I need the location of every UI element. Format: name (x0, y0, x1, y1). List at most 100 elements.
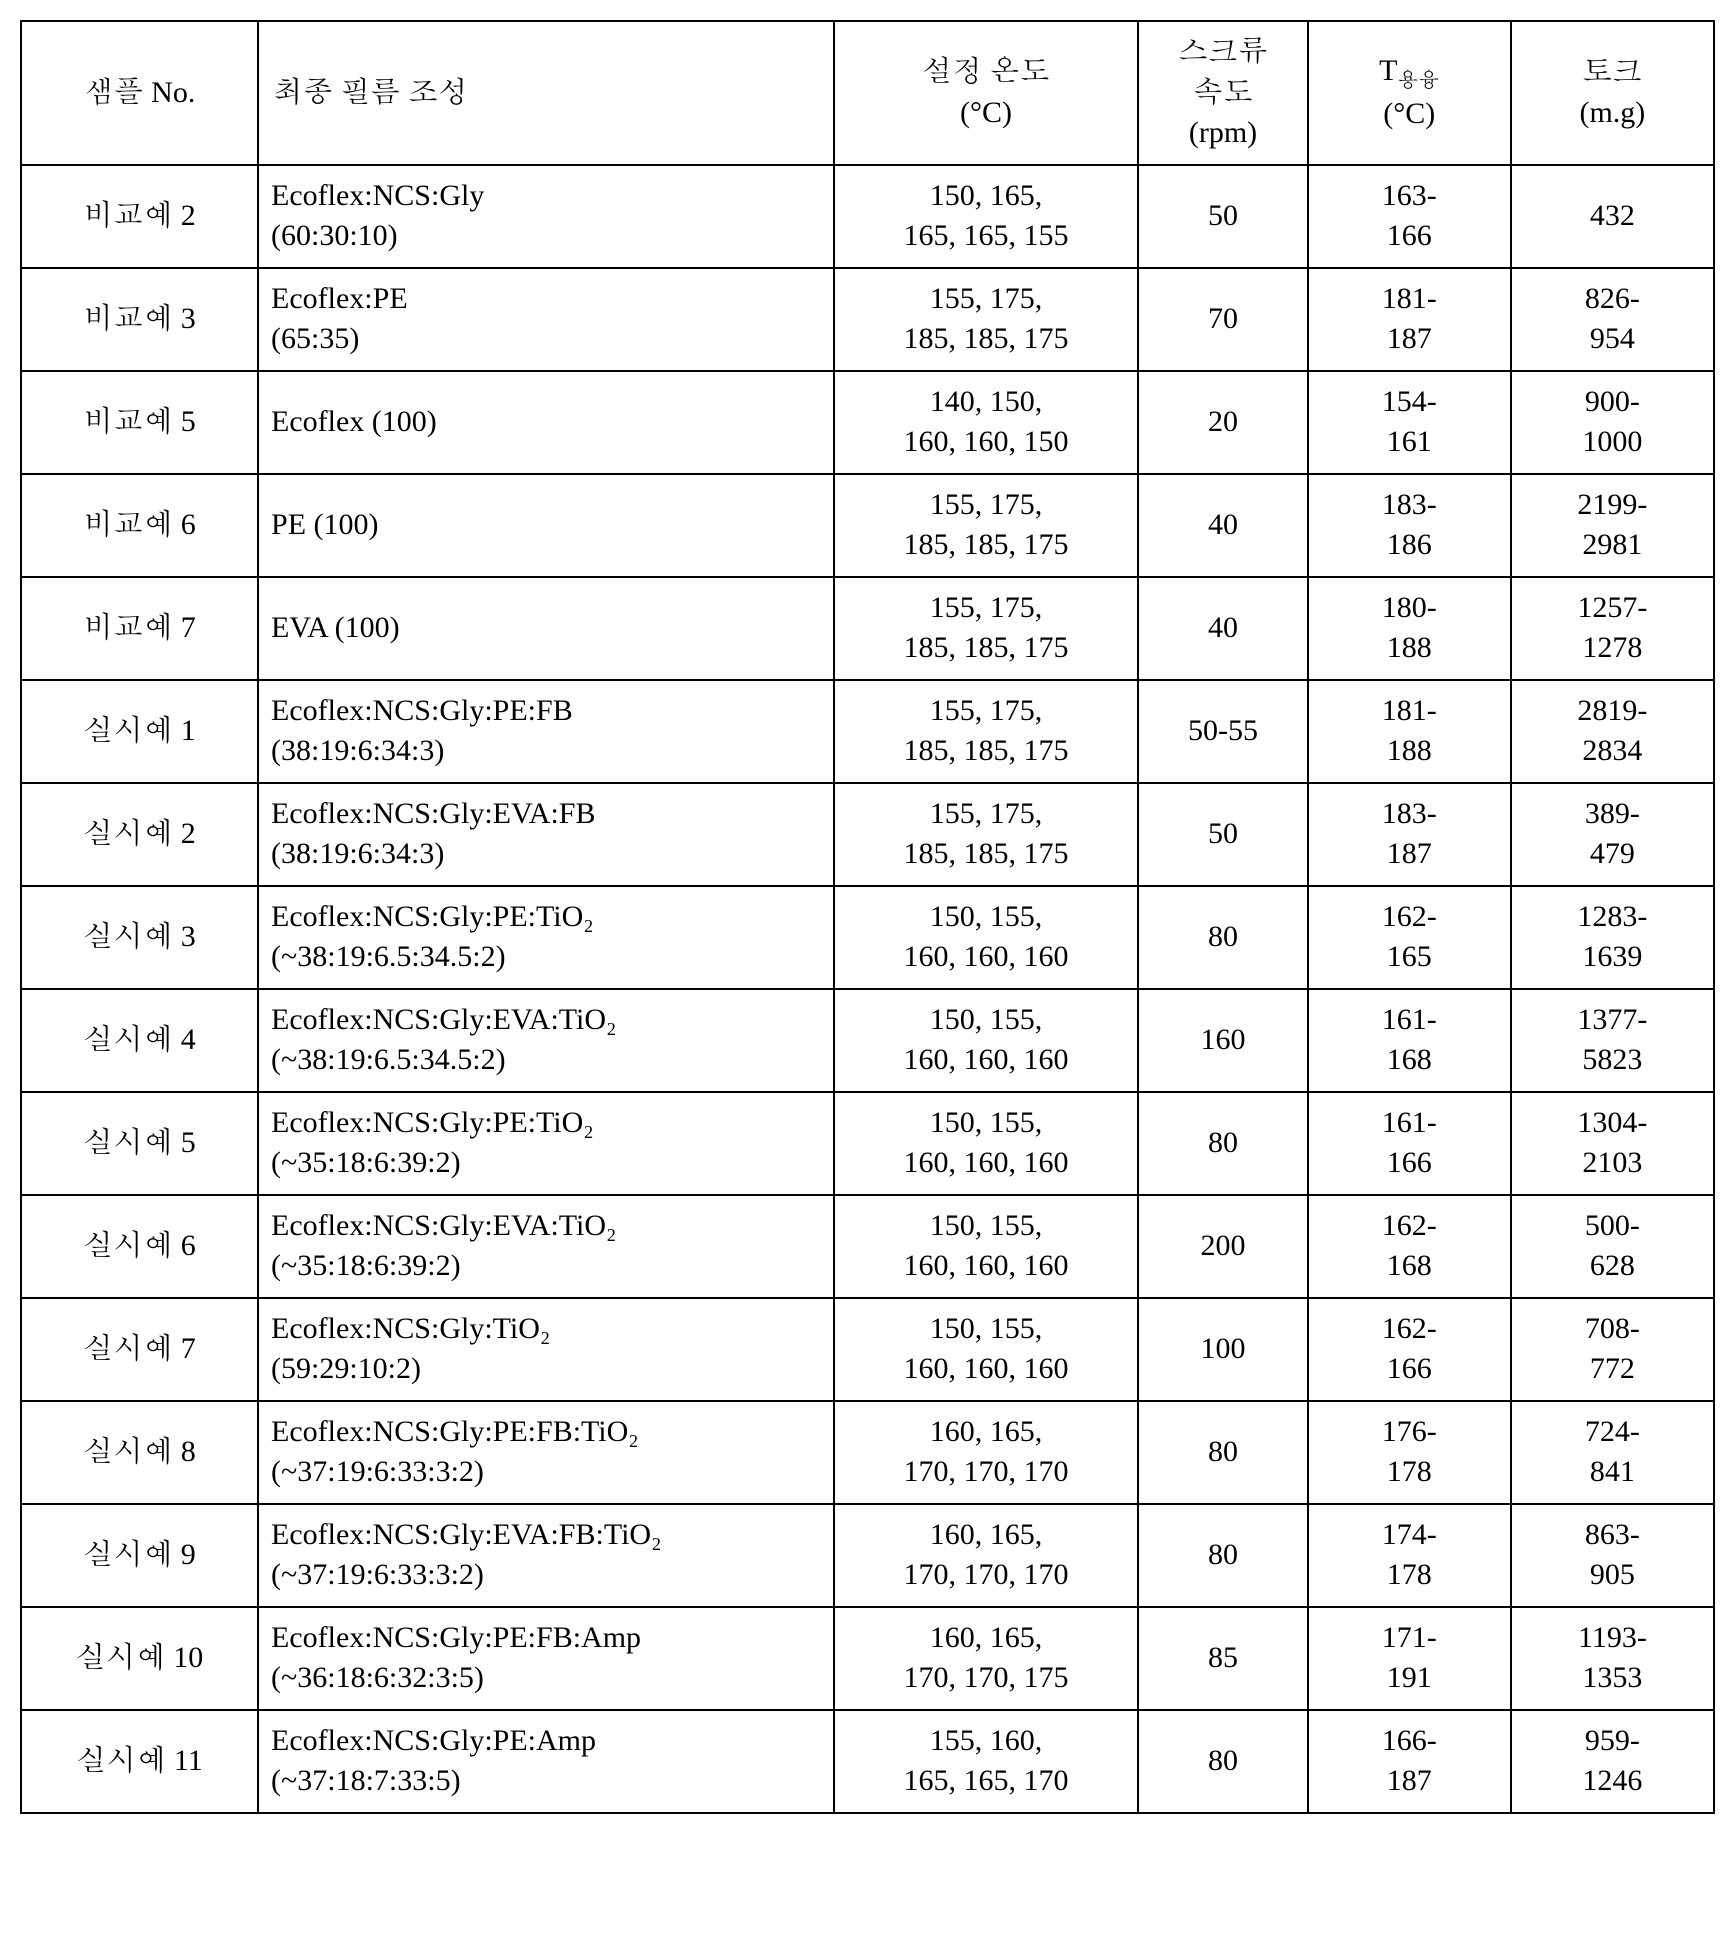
temp-line2: 160, 160, 160 (849, 1040, 1124, 1081)
comp-line1: Ecoflex (100) (271, 402, 819, 443)
header-tmelt: T용융 (°C) (1308, 21, 1511, 165)
comp-line2: (65:35) (271, 319, 819, 360)
cell-set-temp: 150, 155,160, 160, 160 (834, 1298, 1139, 1401)
cell-tmelt: 162- 165 (1308, 886, 1511, 989)
comp-line1: Ecoflex:NCS:Gly:EVA:TiO₂ (271, 1206, 819, 1247)
temp-line2: 170, 170, 175 (849, 1658, 1124, 1699)
temp-line1: 150, 165, (849, 176, 1124, 217)
header-set-temp: 설정 온도 (°C) (834, 21, 1139, 165)
cell-screw-speed: 80 (1138, 1401, 1307, 1504)
cell-sample: 비교예 5 (21, 371, 258, 474)
comp-line1: Ecoflex:NCS:Gly:EVA:TiO₂ (271, 1000, 819, 1041)
temp-line1: 140, 150, (849, 382, 1124, 423)
cell-torque: 1304- 2103 (1511, 1092, 1714, 1195)
cell-sample: 실시예 11 (21, 1710, 258, 1813)
cell-set-temp: 155, 175,185, 185, 175 (834, 783, 1139, 886)
cell-screw-speed: 50 (1138, 783, 1307, 886)
table-row: 실시예 5Ecoflex:NCS:Gly:PE:TiO₂(~35:18:6:39… (21, 1092, 1714, 1195)
temp-line2: 170, 170, 170 (849, 1555, 1124, 1596)
temp-line2: 160, 160, 160 (849, 1349, 1124, 1390)
header-torque-unit: (m.g) (1526, 93, 1699, 134)
cell-sample: 비교예 3 (21, 268, 258, 371)
cell-sample: 실시예 9 (21, 1504, 258, 1607)
temp-line1: 150, 155, (849, 1000, 1124, 1041)
cell-composition: EVA (100) (258, 577, 834, 680)
cell-set-temp: 140, 150,160, 160, 150 (834, 371, 1139, 474)
table-row: 실시예 2Ecoflex:NCS:Gly:EVA:FB(38:19:6:34:3… (21, 783, 1714, 886)
cell-torque: 432 (1511, 165, 1714, 268)
cell-sample: 비교예 7 (21, 577, 258, 680)
comp-line2: (~37:19:6:33:3:2) (271, 1555, 819, 1596)
comp-line1: Ecoflex:NCS:Gly:TiO₂ (271, 1309, 819, 1350)
cell-sample: 비교예 6 (21, 474, 258, 577)
comp-line1: Ecoflex:NCS:Gly:PE:FB:Amp (271, 1618, 819, 1659)
temp-line1: 160, 165, (849, 1412, 1124, 1453)
comp-line1: Ecoflex:NCS:Gly:PE:Amp (271, 1721, 819, 1762)
cell-torque: 2199- 2981 (1511, 474, 1714, 577)
temp-line1: 155, 175, (849, 794, 1124, 835)
header-row: 샘플 No. 최종 필름 조성 설정 온도 (°C) 스크류 속도 (rpm) … (21, 21, 1714, 165)
cell-tmelt: 161- 166 (1308, 1092, 1511, 1195)
cell-composition: Ecoflex:NCS:Gly:PE:FB:TiO₂(~37:19:6:33:3… (258, 1401, 834, 1504)
table-row: 비교예 3Ecoflex:PE (65:35)155, 175,185, 185… (21, 268, 1714, 371)
table-row: 실시예 3Ecoflex:NCS:Gly:PE:TiO₂(~38:19:6.5:… (21, 886, 1714, 989)
comp-line2: (~36:18:6:32:3:5) (271, 1658, 819, 1699)
cell-set-temp: 155, 175,185, 185, 175 (834, 268, 1139, 371)
comp-line1: Ecoflex:NCS:Gly:EVA:FB (271, 794, 819, 835)
cell-screw-speed: 80 (1138, 1710, 1307, 1813)
cell-sample: 실시예 5 (21, 1092, 258, 1195)
comp-line1: Ecoflex:NCS:Gly:PE:TiO₂ (271, 1103, 819, 1144)
comp-line1: PE (100) (271, 505, 819, 546)
temp-line1: 150, 155, (849, 897, 1124, 938)
comp-line2: (59:29:10:2) (271, 1349, 819, 1390)
table-row: 실시예 1Ecoflex:NCS:Gly:PE:FB(38:19:6:34:3)… (21, 680, 1714, 783)
comp-line2: (38:19:6:34:3) (271, 731, 819, 772)
temp-line2: 165, 165, 155 (849, 216, 1124, 257)
comp-line2: (~38:19:6.5:34.5:2) (271, 1040, 819, 1081)
cell-torque: 900- 1000 (1511, 371, 1714, 474)
cell-composition: Ecoflex:NCS:Gly:TiO₂(59:29:10:2) (258, 1298, 834, 1401)
cell-sample: 실시예 3 (21, 886, 258, 989)
cell-tmelt: 176- 178 (1308, 1401, 1511, 1504)
table-body: 비교예 2Ecoflex:NCS:Gly(60:30:10)150, 165,1… (21, 165, 1714, 1813)
header-screw-speed-label: 스크류 속도 (1153, 32, 1292, 113)
temp-line1: 155, 160, (849, 1721, 1124, 1762)
header-composition: 최종 필름 조성 (258, 21, 834, 165)
cell-torque: 959- 1246 (1511, 1710, 1714, 1813)
temp-line2: 185, 185, 175 (849, 319, 1124, 360)
cell-sample: 실시예 10 (21, 1607, 258, 1710)
temp-line1: 150, 155, (849, 1206, 1124, 1247)
table-row: 실시예 7Ecoflex:NCS:Gly:TiO₂(59:29:10:2)150… (21, 1298, 1714, 1401)
temp-line2: 185, 185, 175 (849, 525, 1124, 566)
temp-line1: 160, 165, (849, 1515, 1124, 1556)
cell-sample: 실시예 7 (21, 1298, 258, 1401)
temp-line2: 160, 160, 150 (849, 422, 1124, 463)
cell-composition: Ecoflex:NCS:Gly:PE:TiO₂(~38:19:6.5:34.5:… (258, 886, 834, 989)
cell-sample: 비교예 2 (21, 165, 258, 268)
cell-screw-speed: 160 (1138, 989, 1307, 1092)
comp-line1: EVA (100) (271, 608, 819, 649)
header-set-temp-unit: (°C) (849, 93, 1124, 134)
comp-line1: Ecoflex:NCS:Gly (271, 176, 819, 217)
cell-set-temp: 160, 165,170, 170, 170 (834, 1401, 1139, 1504)
cell-set-temp: 150, 155,160, 160, 160 (834, 1092, 1139, 1195)
cell-torque: 708- 772 (1511, 1298, 1714, 1401)
cell-tmelt: 183- 186 (1308, 474, 1511, 577)
cell-tmelt: 171- 191 (1308, 1607, 1511, 1710)
cell-set-temp: 150, 155,160, 160, 160 (834, 1195, 1139, 1298)
cell-tmelt: 183- 187 (1308, 783, 1511, 886)
cell-tmelt: 174- 178 (1308, 1504, 1511, 1607)
table-row: 비교예 6PE (100)155, 175,185, 185, 17540183… (21, 474, 1714, 577)
cell-screw-speed: 40 (1138, 577, 1307, 680)
temp-line1: 155, 175, (849, 691, 1124, 732)
cell-tmelt: 162- 166 (1308, 1298, 1511, 1401)
cell-composition: Ecoflex:NCS:Gly:PE:FB:Amp(~36:18:6:32:3:… (258, 1607, 834, 1710)
comp-line2: (~35:18:6:39:2) (271, 1246, 819, 1287)
cell-composition: Ecoflex (100) (258, 371, 834, 474)
comp-line1: Ecoflex:NCS:Gly:PE:FB:TiO₂ (271, 1412, 819, 1453)
header-screw-speed: 스크류 속도 (rpm) (1138, 21, 1307, 165)
cell-set-temp: 160, 165,170, 170, 170 (834, 1504, 1139, 1607)
cell-torque: 500- 628 (1511, 1195, 1714, 1298)
cell-set-temp: 155, 175,185, 185, 175 (834, 680, 1139, 783)
cell-tmelt: 181- 187 (1308, 268, 1511, 371)
